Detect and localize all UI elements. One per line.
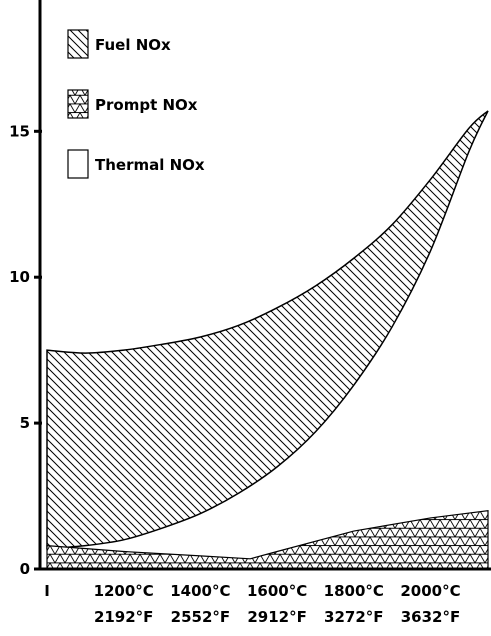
legend-label: Thermal NOx [95,156,205,174]
y-ticks: 0 5 10 15 [9,122,42,578]
legend-swatch [67,89,89,119]
x-tick-label-celsius: 1400°C [170,582,230,600]
x-tick-label-celsius: 1600°C [247,582,307,600]
x-tick-label-fahrenheit: 2912°F [247,608,307,626]
legend-item: Prompt NOx [67,89,198,119]
legend-label: Prompt NOx [95,96,198,114]
x-tick-label-celsius: I [44,582,50,600]
legend-label: Fuel NOx [95,36,171,54]
legend: Fuel NOx Prompt NOx Thermal NOx [67,29,205,179]
legend-item: Fuel NOx [67,29,171,59]
x-tick-label-celsius: 2000°C [400,582,460,600]
series-fuel-nox-area [46,110,489,550]
x-tick-label-celsius: 1800°C [324,582,384,600]
x-tick-label-fahrenheit: 3272°F [324,608,384,626]
y-tick-label: 5 [20,414,30,432]
x-tick-label-fahrenheit: 3632°F [401,608,461,626]
plot-area [46,110,489,570]
legend-swatch [67,29,89,59]
legend-item: Thermal NOx [67,149,205,179]
y-tick-label: 15 [9,122,30,140]
y-tick-label: 10 [9,268,30,286]
x-tick-label-fahrenheit: 2192°F [94,608,154,626]
legend-swatch [67,149,89,179]
axes [38,0,491,571]
y-tick-label: 0 [20,560,30,578]
x-tick-label-fahrenheit: 2552°F [171,608,231,626]
x-ticks: I 1200°C 2192°F 1400°C 2552°F 1600°C 2912°F 180… [44,582,460,626]
x-tick-label-celsius: 1200°C [94,582,154,600]
